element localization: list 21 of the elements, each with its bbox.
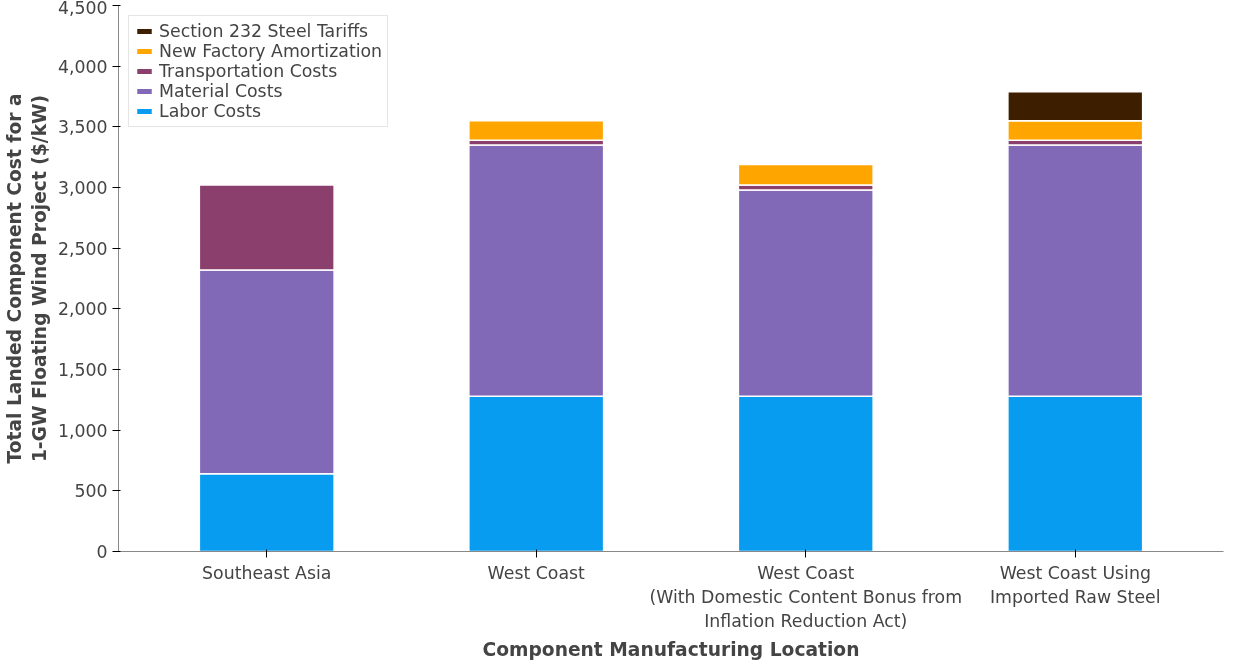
- y-tick-label: 2,500: [57, 238, 108, 259]
- y-tick-label: 500: [74, 481, 108, 502]
- y-tick-label: 4,500: [57, 0, 108, 18]
- legend-label: Section 232 Steel Tariffs: [159, 21, 369, 41]
- x-axis-title: Component Manufacturing Location: [482, 638, 860, 660]
- legend-label: Labor Costs: [159, 101, 262, 121]
- x-tick-label: West Coast: [487, 562, 586, 583]
- x-tick-label: West Coast Using Imported Raw Steel: [989, 562, 1161, 607]
- y-tick-label: 3,000: [57, 178, 108, 198]
- y-tick-label: 1,500: [57, 360, 108, 380]
- y-tick-label: 4,000: [57, 56, 108, 77]
- legend-label: Material Costs: [159, 81, 283, 101]
- legend-label: Transportation Costs: [159, 61, 338, 81]
- x-tick-label: West Coast (With Domestic Content Bonus from Inflation Reduction Act): [649, 562, 963, 631]
- y-tick-label: 1,000: [57, 420, 108, 441]
- x-tick-label: Southeast Asia: [202, 562, 332, 583]
- y-tick-label: 0: [96, 542, 108, 562]
- legend-label: New Factory Amortization: [159, 41, 383, 61]
- y-axis-title: Total Landed Component Cost for a 1-GW Floating Wind Project ($/kW): [3, 93, 50, 464]
- y-tick-label: 2,000: [57, 299, 108, 320]
- y-tick-label: 3,500: [57, 117, 108, 138]
